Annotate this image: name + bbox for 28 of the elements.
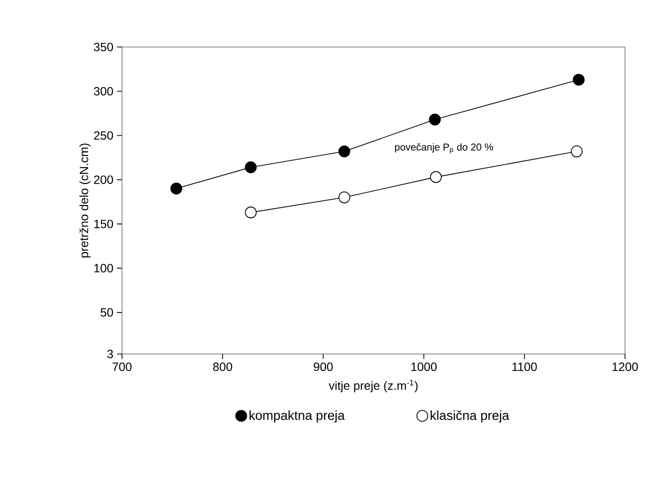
point bbox=[244, 161, 257, 174]
point bbox=[170, 182, 182, 194]
y-axis-title: pretržno delo (cN.cm) bbox=[79, 144, 91, 258]
x-tick-label: 1100 bbox=[512, 362, 537, 372]
point bbox=[338, 145, 350, 158]
point bbox=[244, 206, 257, 218]
x-tick-label: 900 bbox=[314, 362, 333, 372]
x-axis-title: vitje preje (z.m$^{-1}$) bbox=[328, 380, 418, 392]
y-tick-label: 300 bbox=[94, 86, 114, 96]
point bbox=[570, 145, 583, 158]
y-tick-label: 250 bbox=[94, 131, 114, 140]
y-tick-label: 50 bbox=[100, 308, 114, 317]
point bbox=[428, 114, 441, 126]
x-tick-label: 800 bbox=[213, 362, 232, 372]
annotation: povečanje P$_{p}$ do 20 % bbox=[395, 143, 494, 154]
legend-label: klasična preja bbox=[430, 410, 510, 423]
y-tick-label: 100 bbox=[94, 264, 114, 272]
x-tick-label: 1000 bbox=[411, 362, 437, 372]
x-tick-label: 1200 bbox=[612, 362, 638, 372]
point bbox=[572, 74, 585, 86]
x-tick-label: 700 bbox=[112, 362, 132, 372]
y-tick-label: 150 bbox=[94, 220, 114, 228]
legend-label: kompaktna preja bbox=[250, 410, 345, 423]
point bbox=[430, 171, 442, 183]
point bbox=[338, 192, 350, 204]
y-tick-label: 3 bbox=[107, 350, 113, 358]
y-tick-label: 350 bbox=[94, 42, 114, 52]
y-tick-label: 200 bbox=[94, 175, 114, 184]
